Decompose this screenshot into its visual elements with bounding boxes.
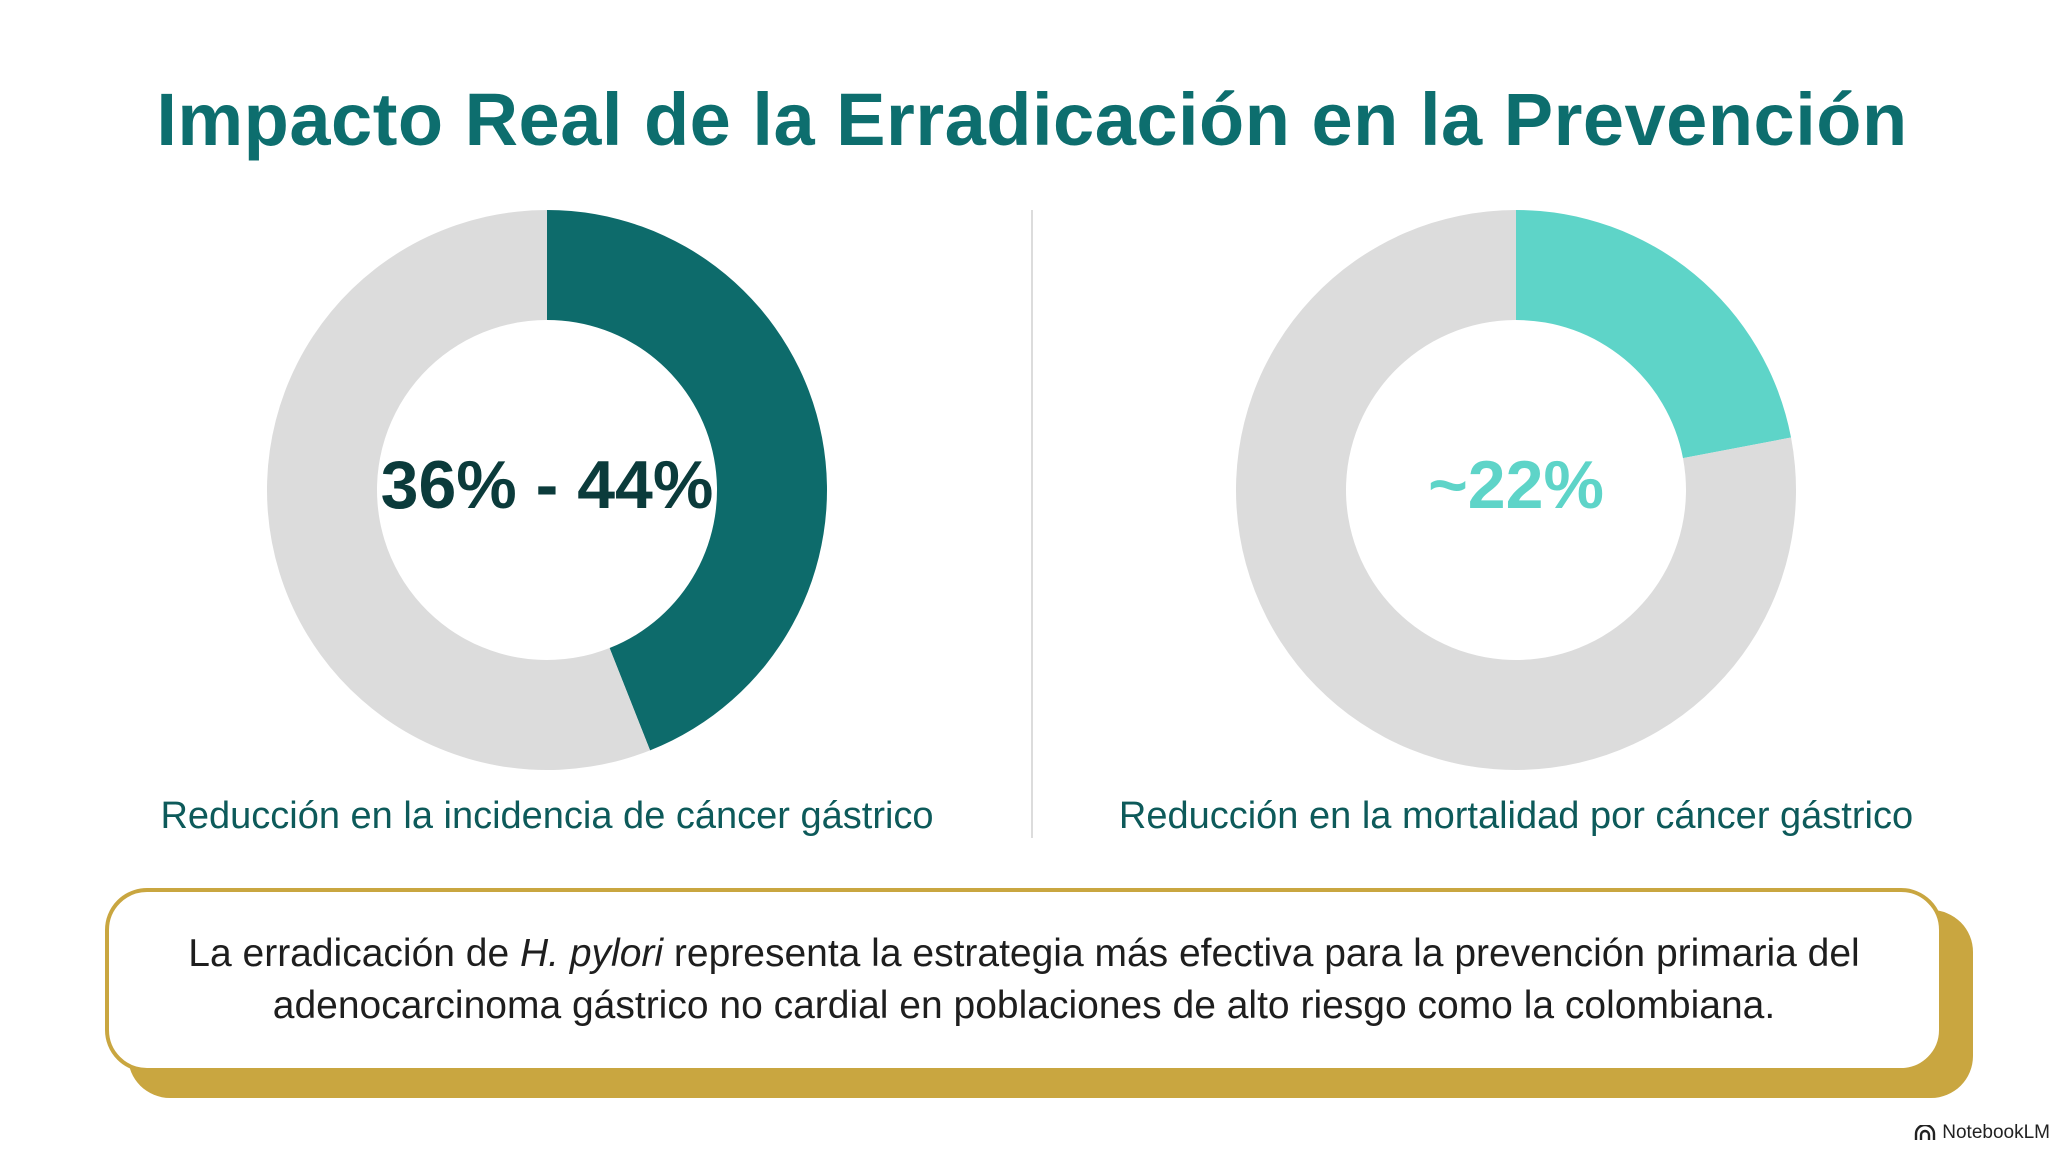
- mortality-reduction-value: ~22%: [1428, 447, 1604, 523]
- section-divider: [1031, 210, 1033, 838]
- page-title: Impacto Real de la Erradicación en la Pr…: [156, 78, 1908, 161]
- mortality-highlight-slice: [1516, 210, 1792, 459]
- species-name: H. pylori: [520, 932, 664, 975]
- incidence-remainder-slice: [266, 210, 651, 770]
- conclusion-text: La erradicación de H. pylori representa …: [109, 928, 1939, 1032]
- conclusion-callout: La erradicación de H. pylori representa …: [105, 888, 1943, 1072]
- incidence-caption: Reducción en la incidencia de cáncer gás…: [160, 795, 934, 837]
- branding: NotebookLM: [1914, 1122, 2050, 1144]
- branding-label: NotebookLM: [1942, 1122, 2050, 1143]
- donut-chart-mortality: [1236, 210, 1796, 770]
- incidence-reduction-value: 36% - 44%: [380, 447, 714, 523]
- incidence-highlight-slice: [547, 210, 827, 751]
- conclusion-text-start: La erradicación de: [188, 932, 521, 975]
- donut-chart-incidence: [266, 210, 827, 770]
- conclusion-text-end: representa la estrategia más efectiva pa…: [272, 932, 1860, 1027]
- mortality-caption: Reducción en la mortalidad por cáncer gá…: [1118, 795, 1914, 837]
- notebooklm-logo-icon: [1915, 1125, 1936, 1140]
- mortality-remainder-slice: [1236, 210, 1796, 770]
